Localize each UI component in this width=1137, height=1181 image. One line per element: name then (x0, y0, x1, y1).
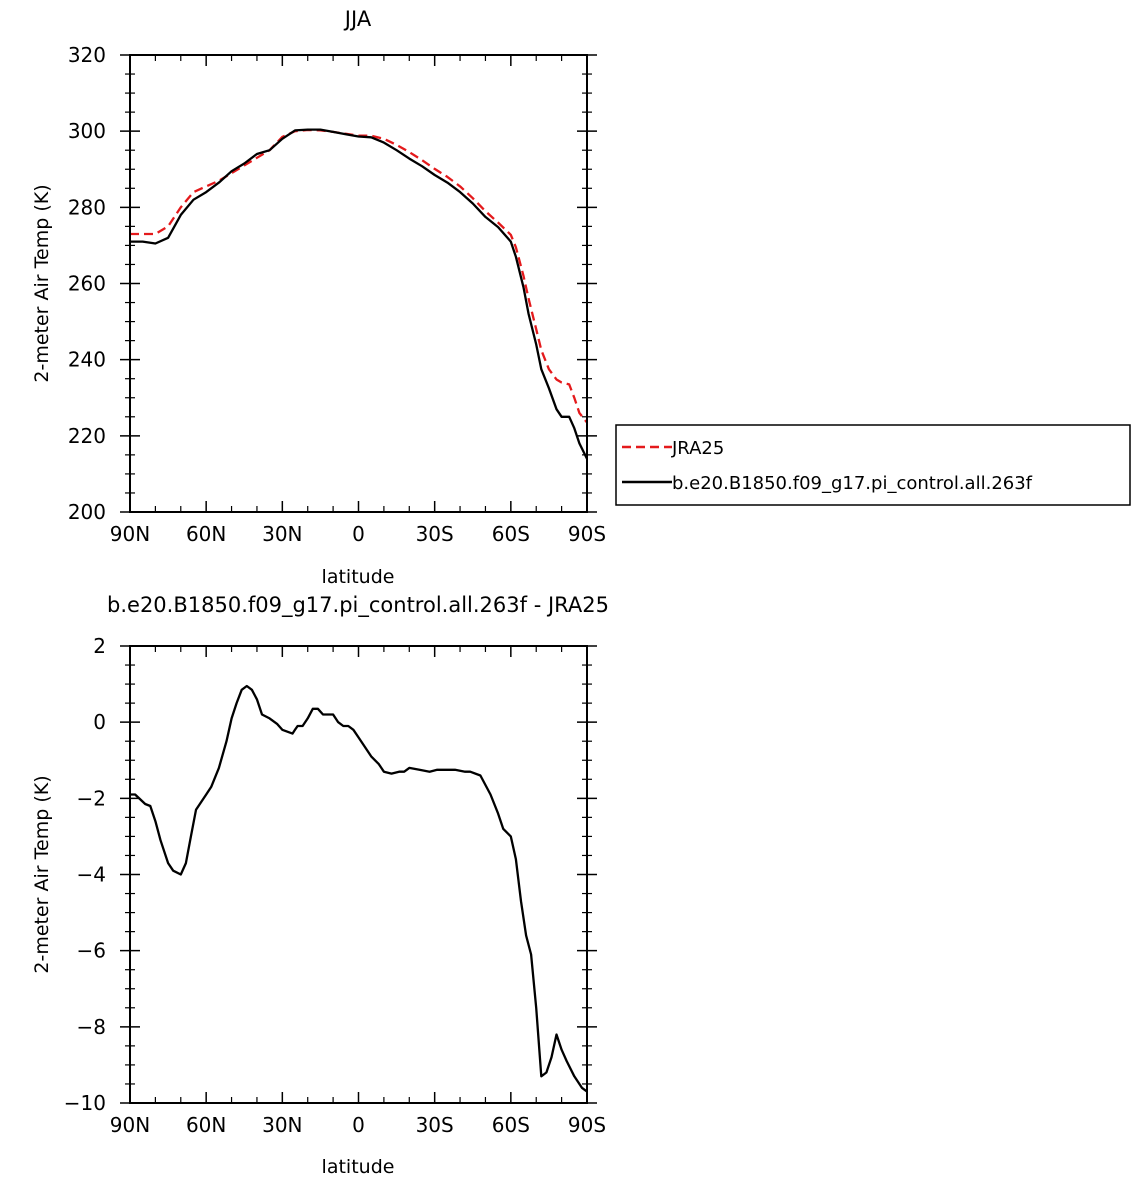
bottom-axis-ticks: 90N 60N 30N 0 30S 60S 90S −10 −8 −6 −4 −2 0 2 (64, 634, 606, 1137)
top-chart-title: JJA (343, 7, 372, 31)
top-plot-frame (129, 54, 588, 513)
bottom-y-tick-label: 2 (93, 634, 106, 658)
bottom-x-axis-label: latitude (322, 1156, 395, 1178)
bottom-y-tick-label: −8 (77, 1015, 106, 1039)
legend: JRA25 b.e20.B1850.f09_g17.pi_control.all… (615, 424, 1131, 506)
top-x-axis-label: latitude (322, 566, 395, 588)
top-x-tick-label: 30S (416, 522, 454, 546)
bottom-series-group (130, 684, 588, 1093)
top-series-line-1 (130, 128, 589, 460)
top-x-tick-label: 60S (492, 522, 530, 546)
top-x-tick-label: 90N (110, 522, 150, 546)
legend-label-jra25: JRA25 (671, 438, 724, 459)
top-y-tick-label: 280 (68, 195, 106, 219)
top-y-tick-label: 260 (68, 272, 106, 296)
top-y-tick-label: 240 (68, 348, 106, 372)
bottom-y-axis-label: 2-meter Air Temp (K) (31, 775, 53, 973)
legend-label-model: b.e20.B1850.f09_g17.pi_control.all.263f (672, 473, 1033, 494)
top-y-axis-label: 2-meter Air Temp (K) (31, 184, 53, 382)
top-y-tick-label: 300 (68, 119, 106, 143)
bottom-x-tick-label: 30N (262, 1113, 302, 1137)
bottom-series-line-0 (130, 684, 588, 1093)
top-series-line-0 (130, 128, 588, 424)
top-y-tick-label: 320 (68, 43, 106, 67)
top-x-tick-label: 0 (352, 522, 365, 546)
top-x-tick-label: 60N (186, 522, 226, 546)
bottom-x-tick-label: 90S (568, 1113, 606, 1137)
bottom-y-tick-label: −10 (64, 1091, 106, 1115)
top-y-tick-label: 220 (68, 424, 106, 448)
top-axis-ticks: 90N 60N 30N 0 30S 60S 90S 200 220 240 260 280 300 320 (68, 43, 606, 546)
bottom-y-tick-label: −6 (77, 939, 106, 963)
bottom-y-tick-label: −4 (77, 863, 106, 887)
top-x-tick-label: 30N (262, 522, 302, 546)
top-x-tick-label: 90S (568, 522, 606, 546)
bottom-x-tick-label: 30S (416, 1113, 454, 1137)
legend-box (615, 424, 1131, 506)
bottom-y-tick-label: 0 (93, 710, 106, 734)
bottom-chart: b.e20.B1850.f09_g17.pi_control.all.263f … (31, 593, 609, 1178)
bottom-chart-title: b.e20.B1850.f09_g17.pi_control.all.263f … (107, 593, 609, 618)
bottom-plot-frame (129, 645, 588, 1104)
bottom-x-tick-label: 60N (186, 1113, 226, 1137)
bottom-x-tick-label: 90N (110, 1113, 150, 1137)
bottom-x-tick-label: 60S (492, 1113, 530, 1137)
top-y-tick-label: 200 (68, 500, 106, 524)
top-chart: JJA 90N 60N 30N 0 30S 60S 90S 200 220 240 260 280 30… (31, 7, 1131, 588)
bottom-x-tick-label: 0 (352, 1113, 365, 1137)
top-series-group (130, 128, 589, 460)
bottom-y-tick-label: −2 (77, 786, 106, 810)
